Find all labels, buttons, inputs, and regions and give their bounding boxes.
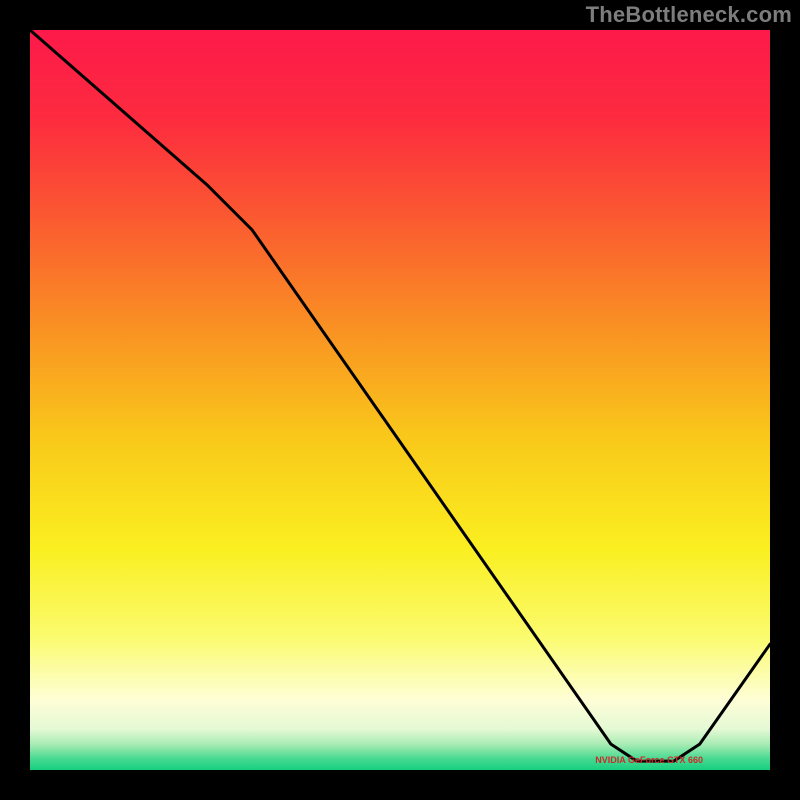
gpu-marker-label: NVIDIA GeForce GTX 660	[595, 755, 703, 765]
watermark-text: TheBottleneck.com	[586, 2, 792, 28]
chart-frame: TheBottleneck.com NVIDIA GeForce GTX 660	[0, 0, 800, 800]
chart-background	[30, 30, 770, 770]
bottleneck-chart	[30, 30, 770, 770]
